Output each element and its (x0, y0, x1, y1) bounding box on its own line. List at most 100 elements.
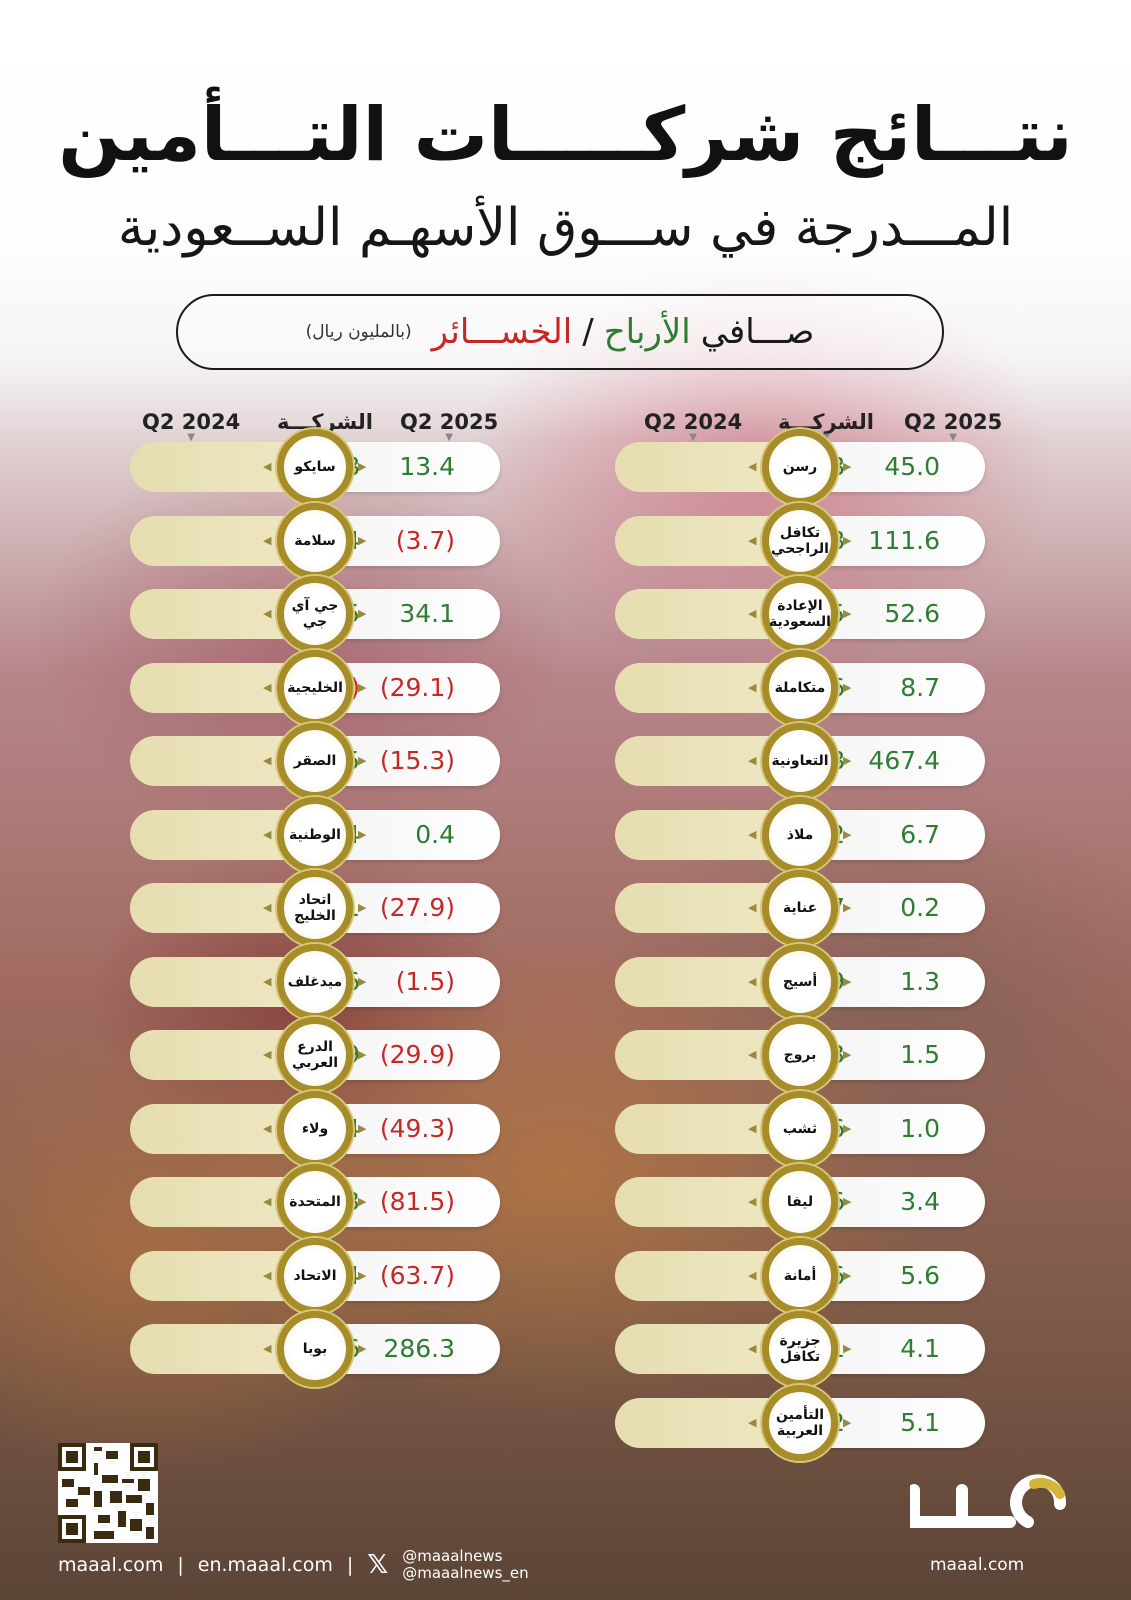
company-name: ملاذ (786, 826, 814, 843)
arrow-left-icon: ◀ (263, 680, 272, 694)
table-row: 8.845.0◀▶رسن (615, 429, 985, 505)
arrow-left-icon: ◀ (263, 827, 272, 841)
x-logo-icon: 𝕏 (367, 1550, 389, 1580)
footer-handle-en[interactable]: @maaalnews_en (402, 1564, 529, 1582)
logo-url: maaal.com (930, 1555, 1025, 1575)
company-name: سلامة (294, 532, 336, 549)
page-title: نتـــائج شركـــــات التـــأمين (58, 92, 1073, 178)
q2-2025-value: 3.4 (900, 1187, 940, 1216)
company-name: بروج (783, 1047, 817, 1063)
legend-pill: صـــافي الأرباح / الخســـائر (بالمليون ر… (176, 294, 944, 370)
company-name: الإعادة السعودية (769, 598, 831, 630)
q2-2025-value: 0.4 (415, 819, 455, 849)
q2-2025-value: (29.1) (379, 672, 455, 702)
company-name: ميدغلف (287, 973, 343, 990)
legend-unit: (بالمليون ريال) (305, 322, 412, 342)
arrow-left-icon: ◀ (263, 1121, 272, 1135)
q2-2025-value: 4.1 (900, 1334, 940, 1363)
qr-code-icon (58, 1443, 158, 1543)
arrow-left-icon: ◀ (748, 1195, 757, 1208)
company-ring (277, 1164, 353, 1240)
arrow-left-icon: ◀ (748, 901, 757, 914)
table-row: 0.26.7◀▶ملاذ (615, 796, 985, 873)
table-row: 13.25.1◀▶التأمين العربية (615, 1384, 985, 1461)
table-row: 0.68.7◀▶متكاملة (615, 649, 985, 726)
arrow-right-icon: ▶ (358, 1121, 367, 1135)
q2-2025-value: 52.6 (884, 599, 940, 628)
arrow-right-icon: ▶ (358, 1195, 367, 1208)
footer-site-en-link[interactable]: en.maaal.com (197, 1554, 333, 1576)
left-header-q2-2024: Q2 2024 ▼ (142, 410, 241, 443)
table-row: 49.4(63.7)◀▶الاتحاد (130, 1237, 500, 1314)
company-ring (762, 1164, 838, 1240)
arrow-right-icon: ▶ (358, 901, 367, 914)
footer-divider-2: | (346, 1554, 354, 1576)
q2-2025-value: 1.0 (900, 1113, 940, 1143)
company-name: جي آي جي (291, 598, 339, 630)
arrow-left-icon: ◀ (263, 1195, 272, 1208)
company-ring (277, 1090, 353, 1167)
q2-2025-value: (63.7) (379, 1260, 455, 1290)
q2-2025-value: 6.7 (900, 819, 940, 849)
company-name: تكافل الراجحي (771, 524, 829, 557)
legend-net: صـــافي (700, 312, 815, 352)
legend-losses: الخســـائر (431, 312, 573, 352)
company-ring (277, 1311, 353, 1387)
q2-2025-value: 5.6 (900, 1260, 940, 1290)
arrow-left-icon: ◀ (263, 754, 272, 767)
arrow-left-icon: ◀ (748, 827, 757, 841)
q2-2025-value: 34.1 (399, 599, 455, 628)
page-subtitle: المـــدرجة في ســـوق الأسهـم الســعودية (117, 198, 1014, 258)
arrow-left-icon: ◀ (748, 607, 757, 620)
q2-2025-value: 1.3 (900, 966, 940, 996)
company-ring (762, 796, 838, 873)
legend-profits: الأرباح (603, 312, 691, 352)
company-name: الدرع العربي (291, 1039, 339, 1071)
maaal-logo-icon (910, 1474, 1067, 1528)
company-name: رسن (782, 459, 818, 475)
arrow-right-icon: ▶ (843, 1342, 852, 1355)
arrow-right-icon: ▶ (358, 460, 367, 473)
table-row: 28.9(29.9)◀▶الدرع العربي (130, 1017, 500, 1093)
company-name: التأمين العربية (775, 1406, 824, 1439)
company-name: ثشب (782, 1120, 818, 1137)
arrow-left-icon: ◀ (263, 1048, 272, 1061)
arrow-right-icon: ▶ (358, 827, 367, 841)
company-name: الاتحاد (293, 1267, 337, 1284)
table-row: 6.63.4◀▶ليفا (615, 1164, 985, 1240)
q2-2025-value: 5.1 (900, 1407, 940, 1437)
table-row: 2.91.3◀▶أسيج (615, 943, 985, 1020)
company-name: بوبا (302, 1341, 328, 1357)
q2-2025-value: (49.3) (379, 1113, 455, 1143)
company-name: أمانة (783, 1267, 817, 1284)
table-row: 89.8111.6◀▶تكافل الراجحي (615, 502, 985, 579)
arrow-right-icon: ▶ (843, 827, 852, 841)
footer-handles: @maaalnews @maaalnews_en (402, 1548, 528, 1582)
footer-site-link[interactable]: maaal.com (58, 1554, 164, 1576)
q2-2025-value: 8.7 (900, 672, 940, 702)
arrow-right-icon: ▶ (843, 901, 852, 914)
company-ring (762, 723, 838, 799)
arrow-left-icon: ◀ (748, 974, 757, 988)
footer-handle[interactable]: @maaalnews (402, 1547, 503, 1565)
company-name: متكاملة (774, 679, 826, 696)
company-ring (277, 943, 353, 1020)
right-header-q2-2025: Q2 2025 ▼ (904, 410, 1003, 443)
arrow-right-icon: ▶ (358, 607, 367, 620)
arrow-right-icon: ▶ (843, 754, 852, 767)
q2-2025-value: 13.4 (399, 452, 455, 481)
company-name: الخليجية (287, 679, 343, 696)
company-name: الوطنية (289, 826, 341, 843)
table-row: 28.40.4◀▶الوطنية (130, 796, 500, 873)
arrow-left-icon: ◀ (748, 1415, 757, 1429)
arrow-left-icon: ◀ (263, 533, 272, 547)
table-row: 9.65.6◀▶أمانة (615, 1237, 985, 1314)
q2-2025-value: 286.3 (383, 1334, 455, 1363)
table-row: 11.14.1◀▶جزيرة تكافل (615, 1311, 985, 1387)
company-ring (277, 576, 353, 652)
company-name: ولاء (301, 1120, 329, 1137)
company-ring (762, 576, 838, 652)
company-name: المتحدة (289, 1194, 341, 1210)
table-row: 11.4(3.7)◀▶سلامة (130, 502, 500, 579)
company-ring (277, 1237, 353, 1314)
